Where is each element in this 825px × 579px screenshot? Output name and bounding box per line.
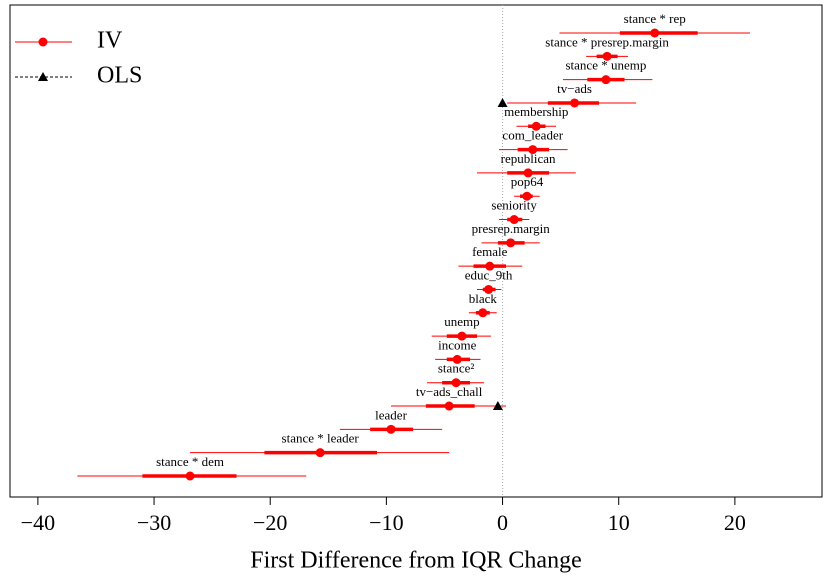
point-estimate <box>185 471 195 481</box>
x-tick-label: −20 <box>253 510 287 535</box>
x-axis-label: First Difference from IQR Change <box>250 548 581 574</box>
legend-marker <box>38 37 48 47</box>
point-estimate <box>451 378 461 388</box>
category-label: educ_9th <box>465 267 513 282</box>
point-estimate <box>570 98 580 108</box>
x-tick-label: 0 <box>497 510 508 535</box>
category-label: income <box>438 337 476 352</box>
category-label: tv−ads_chall <box>416 384 483 399</box>
x-tick-label: −10 <box>369 510 403 535</box>
category-label: stance * unemp <box>565 58 646 73</box>
point-estimate <box>497 97 508 107</box>
point-estimate <box>650 28 660 38</box>
point-estimate <box>444 401 454 411</box>
point-estimate <box>492 401 503 411</box>
x-tick-label: −40 <box>21 510 55 535</box>
category-label: black <box>469 291 498 306</box>
category-label: stance * leader <box>282 431 360 446</box>
point-estimate <box>478 308 488 318</box>
point-estimate <box>522 191 532 201</box>
category-label: leader <box>375 407 407 422</box>
point-estimate <box>601 75 611 85</box>
category-label: seniority <box>491 198 537 213</box>
point-estimate <box>457 331 467 341</box>
category-label: republican <box>501 151 556 166</box>
category-label: membership <box>504 104 568 119</box>
point-estimate <box>602 51 612 61</box>
category-label: stance² <box>438 361 474 376</box>
category-label: stance * presrep.margin <box>545 34 669 49</box>
category-label: stance * dem <box>156 454 224 469</box>
category-label: female <box>472 244 508 259</box>
legend-marker <box>38 72 48 81</box>
category-label: tv−ads <box>557 81 592 96</box>
x-tick-label: −30 <box>137 510 171 535</box>
x-tick-label: 10 <box>608 510 630 535</box>
point-estimate <box>523 168 533 178</box>
category-label: pop64 <box>511 174 544 189</box>
x-tick-label: 20 <box>724 510 746 535</box>
category-label: stance * rep <box>624 11 686 26</box>
point-estimate <box>528 145 538 155</box>
point-estimate <box>315 448 325 458</box>
point-estimate <box>506 238 516 248</box>
category-label: unemp <box>444 314 479 329</box>
point-estimate <box>531 121 541 131</box>
legend-label: IV <box>97 28 123 54</box>
category-label: com_leader <box>502 128 563 143</box>
plot-frame <box>9 4 823 498</box>
point-estimate <box>484 284 494 294</box>
category-label: presrep.margin <box>472 221 551 236</box>
point-estimate <box>485 261 495 271</box>
point-estimate <box>386 424 396 434</box>
legend-label: OLS <box>97 63 142 89</box>
point-estimate <box>509 215 519 225</box>
point-estimate <box>452 354 462 364</box>
